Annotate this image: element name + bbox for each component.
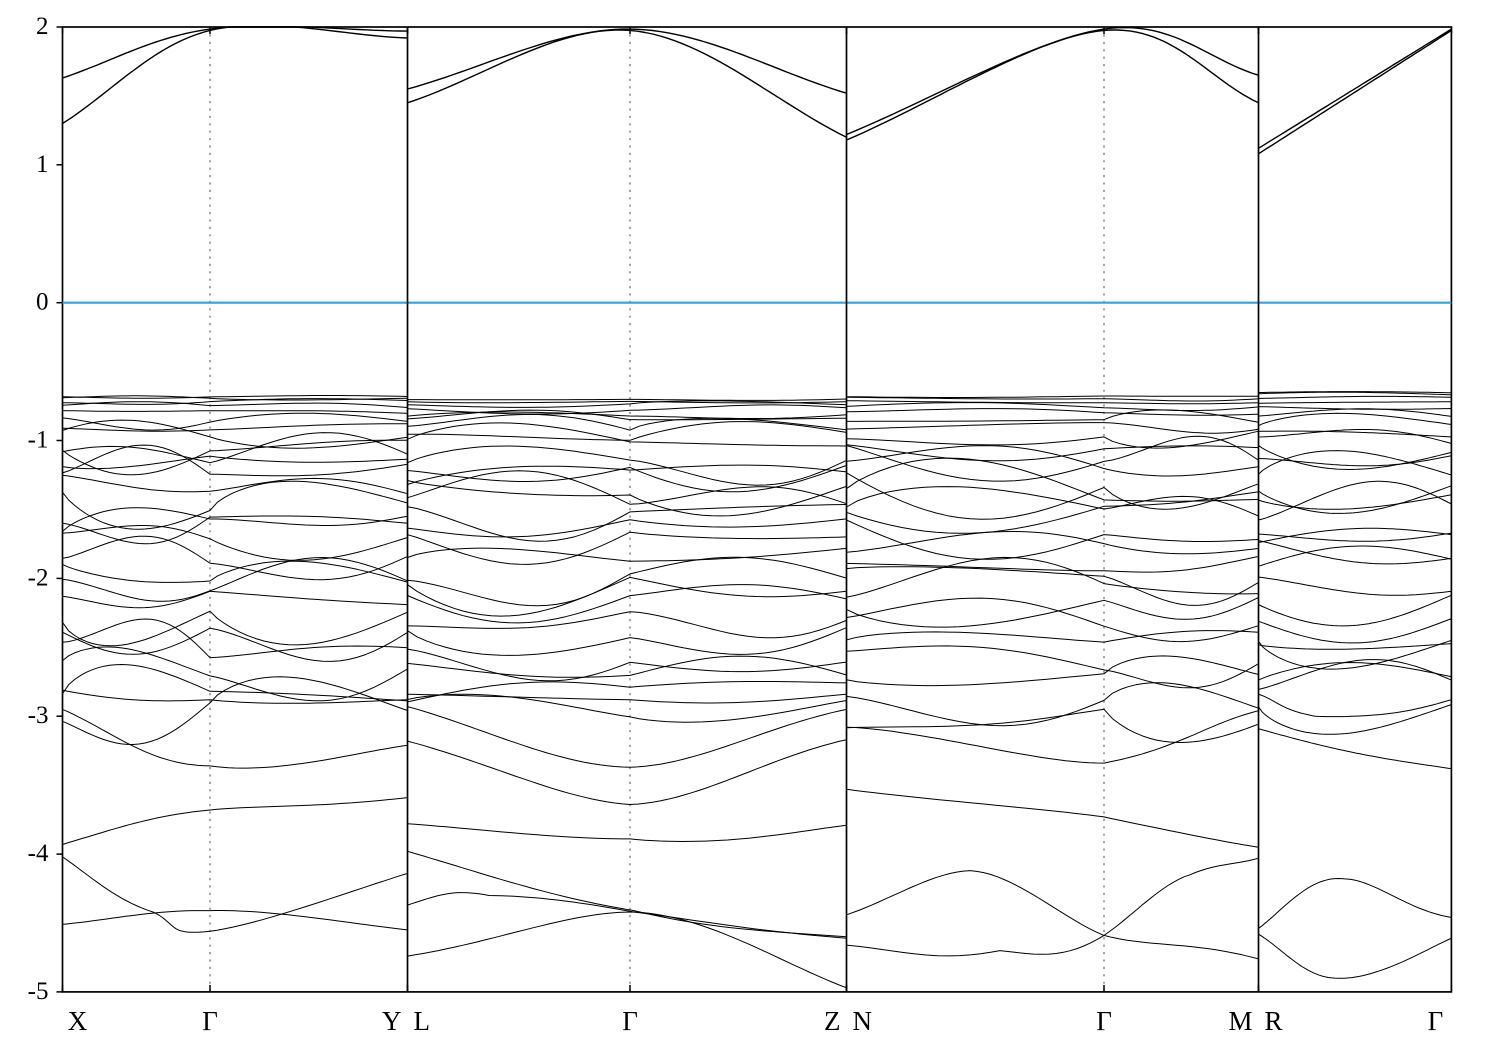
svg-text:2: 2 (36, 13, 49, 40)
svg-text:-5: -5 (28, 978, 49, 1005)
svg-text:-3: -3 (28, 702, 49, 729)
svg-text:N: N (853, 1006, 873, 1036)
svg-text:M: M (1228, 1006, 1252, 1036)
svg-text:Γ: Γ (202, 1006, 218, 1036)
svg-text:Γ: Γ (1096, 1006, 1112, 1036)
svg-text:R: R (1265, 1006, 1283, 1036)
svg-text:Γ: Γ (622, 1006, 638, 1036)
svg-text:-2: -2 (28, 564, 49, 591)
svg-text:Γ: Γ (1428, 1006, 1444, 1036)
svg-text:-4: -4 (28, 840, 49, 867)
svg-text:Y: Y (382, 1006, 402, 1036)
svg-text:X: X (68, 1006, 88, 1036)
svg-text:1: 1 (36, 151, 49, 178)
svg-text:0: 0 (36, 289, 49, 316)
svg-text:L: L (414, 1006, 431, 1036)
svg-text:-1: -1 (28, 427, 49, 454)
svg-text:Z: Z (824, 1006, 841, 1036)
